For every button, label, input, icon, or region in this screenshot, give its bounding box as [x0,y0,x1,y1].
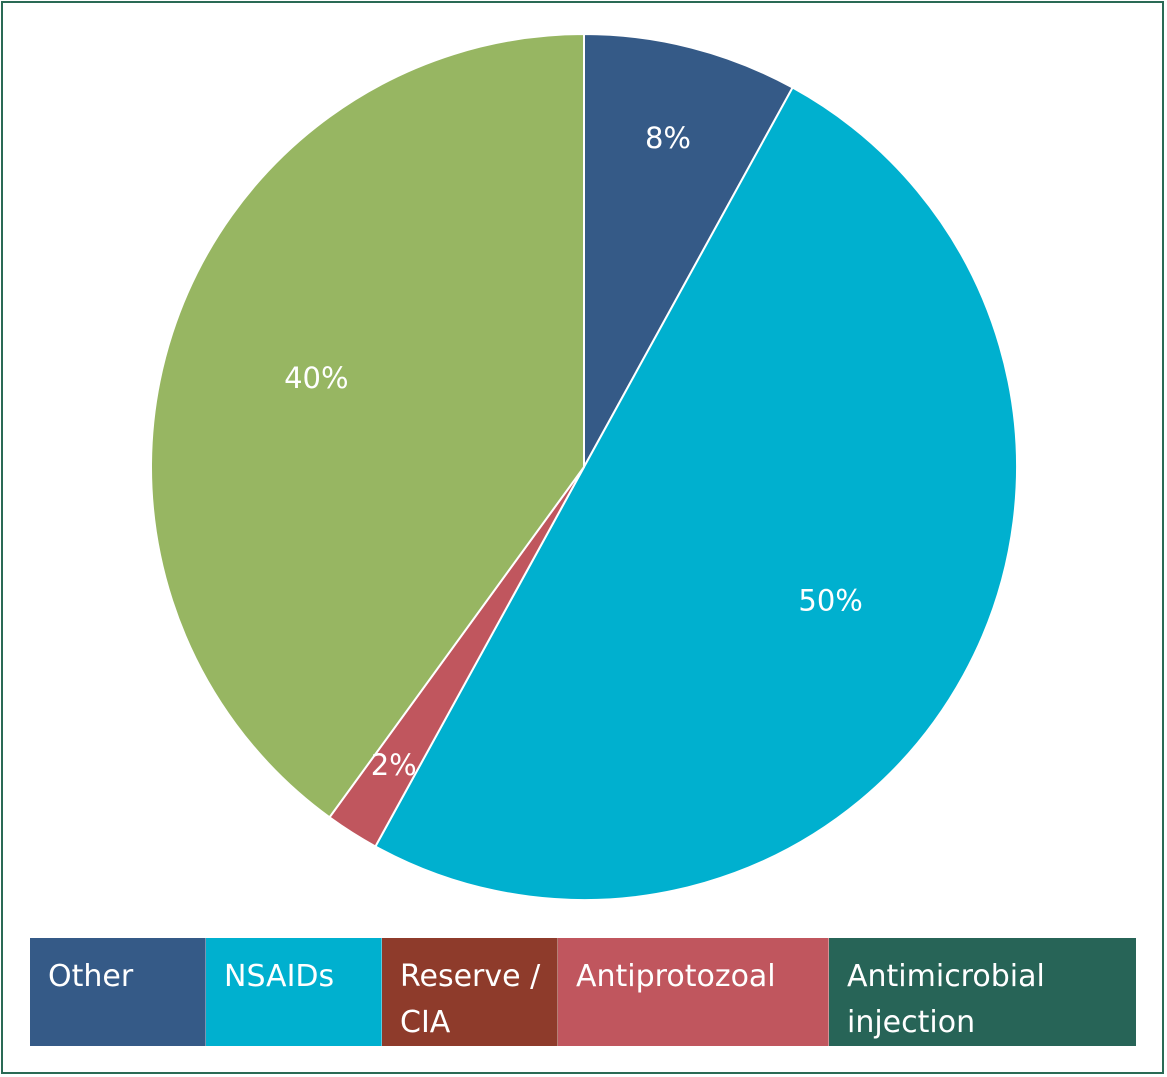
pie-label-nsaids: 50% [798,584,862,618]
legend-item-nsaids: NSAIDs [206,938,382,1046]
legend-label-reserve-cia: Reserve / CIA [400,959,541,1040]
pie-label-other: 8% [645,121,691,155]
pie-label-antimicrobial-injection: 40% [284,361,348,395]
legend-label-antimicrobial-injection: Antimicrobial injection [847,959,1045,1040]
legend-item-antiprotozoal: Antiprotozoal [558,938,829,1046]
legend-label-nsaids: NSAIDs [224,959,335,994]
chart-legend: Other NSAIDs Reserve / CIA Antiprotozoal… [30,938,1136,1046]
pie-slice-nsaids [374,86,1018,901]
pie-slice-other [583,32,794,468]
legend-item-other: Other [30,938,206,1046]
legend-item-antimicrobial-injection: Antimicrobial injection [829,938,1136,1046]
legend-item-reserve-cia: Reserve / CIA [382,938,558,1046]
legend-label-other: Other [48,959,134,994]
legend-label-antiprotozoal: Antiprotozoal [576,959,776,994]
pie-label-antiprotozoal: 2% [371,748,417,782]
pie-slice-antimicrobial-injection [150,32,585,819]
